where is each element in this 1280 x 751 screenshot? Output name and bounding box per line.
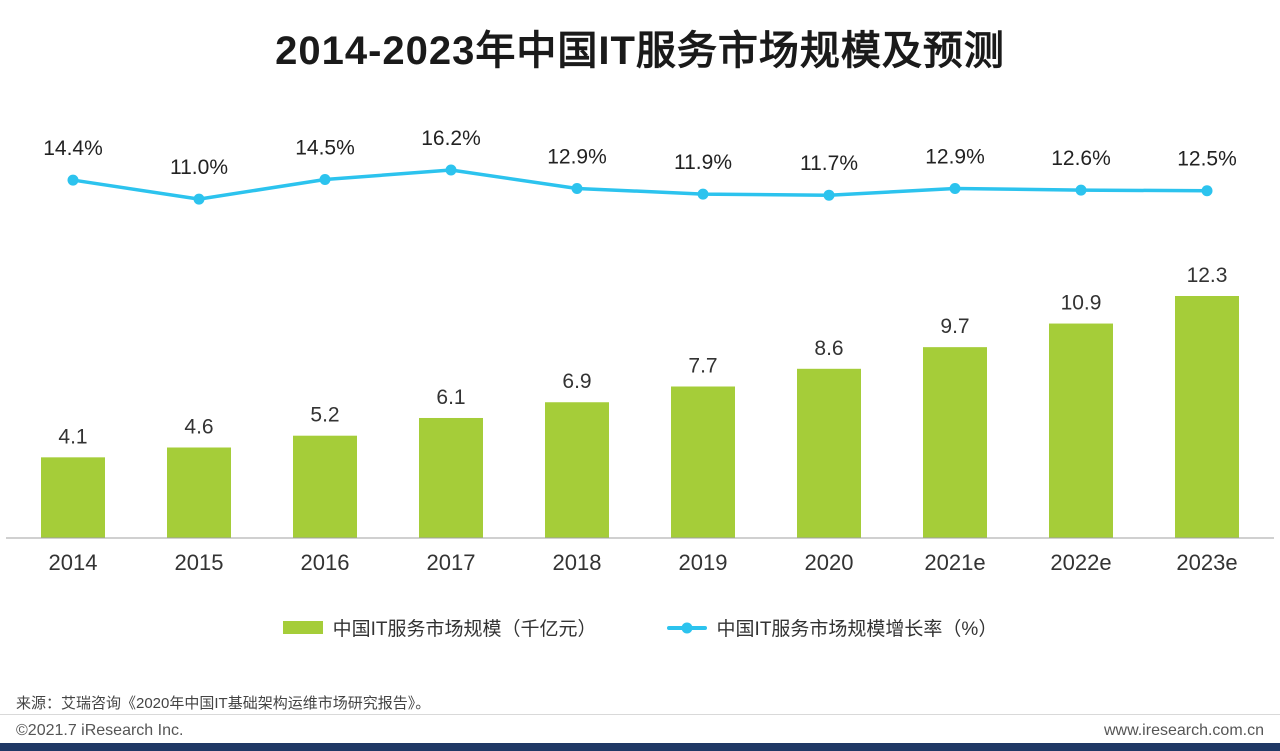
growth-point [319,174,331,186]
growth-value-label: 12.6% [1051,147,1111,170]
x-axis-label: 2014 [49,550,98,575]
bar-value-label: 4.1 [58,425,87,448]
chart-area: 4.1 2014 4.6 2015 5.2 2016 6.1 2017 6.9 2018 7.7 20… [0,80,1280,580]
bar [923,347,987,538]
website-link[interactable]: www.iresearch.com.cn [1103,722,1264,739]
bar-value-label: 9.7 [940,315,969,338]
footer-accent-bar [0,743,1280,751]
bar [797,368,861,538]
x-axis-label: 2016 [301,550,350,575]
bar [293,435,357,538]
growth-value-label: 14.5% [295,137,355,160]
growth-point [949,182,961,194]
x-axis-label: 2022e [1050,550,1111,575]
bar-value-label: 12.3 [1187,264,1228,287]
bar [41,457,105,538]
bar-series-label: 中国IT服务市场规模（千亿元） [332,619,597,640]
bar [419,417,483,538]
growth-value-label: 11.0% [170,156,228,179]
growth-point [571,182,583,194]
legend-item-line: 中国IT服务市场规模增长率（%） [666,614,998,641]
growth-value-label: 12.5% [1177,148,1237,171]
bar [1049,323,1113,538]
chart-svg: 4.1 2014 4.6 2015 5.2 2016 6.1 2017 6.9 2018 7.7 20… [6,127,1274,575]
growth-point [1201,185,1213,197]
growth-point [697,188,709,200]
x-axis-label: 2023e [1176,550,1237,575]
x-axis-label: 2017 [427,550,476,575]
growth-line [71,168,1209,201]
page-title: 2014-2023年中国IT服务市场规模及预测 [275,29,1005,73]
growth-value-label: 11.7% [800,152,858,175]
source-note: 来源：艾瑞咨询《2020年中国IT基础架构运维市场研究报告》。 [16,695,431,712]
bar-series-swatch-icon [282,621,323,634]
bar-value-label: 8.6 [814,337,843,360]
x-axis-label: 2018 [553,550,602,575]
line-series-dot-icon [681,622,693,633]
bar [1175,296,1239,538]
x-axis-label: 2015 [175,550,224,575]
growth-value-label: 12.9% [925,145,985,168]
bar-value-label: 10.9 [1061,292,1102,315]
bar [545,402,609,538]
bar-value-label: 6.9 [562,370,591,393]
growth-point [67,174,79,186]
bar [671,386,735,538]
x-axis-label: 2019 [679,550,728,575]
legend-item-bar: 中国IT服务市场规模（千亿元） [282,614,597,641]
copyright-text: ©2021.7 iResearch Inc. [16,722,184,739]
growth-point [193,193,205,205]
bar-value-label: 6.1 [436,386,465,409]
bar-value-label: 4.6 [184,415,213,438]
growth-value-label: 11.9% [674,151,732,174]
x-axis-label: 2021e [924,550,985,575]
growth-value-label: 14.4% [43,137,103,160]
growth-point [823,189,835,201]
chart-legend: 中国IT服务市场规模（千亿元） 中国IT服务市场规模增长率（%） [0,614,1280,641]
growth-point [445,164,457,176]
line-series-swatch-icon [666,622,707,633]
bar [167,447,231,538]
growth-value-label: 12.9% [547,145,607,168]
bar-value-label: 7.7 [688,355,717,378]
growth-point [1075,184,1087,196]
footer: ©2021.7 iResearch Inc. www.iresearch.com… [0,714,1280,740]
x-axis-label: 2020 [805,550,854,575]
line-series-label: 中国IT服务市场规模增长率（%） [716,619,998,640]
bar-value-label: 5.2 [310,404,339,427]
growth-value-label: 16.2% [421,127,481,150]
